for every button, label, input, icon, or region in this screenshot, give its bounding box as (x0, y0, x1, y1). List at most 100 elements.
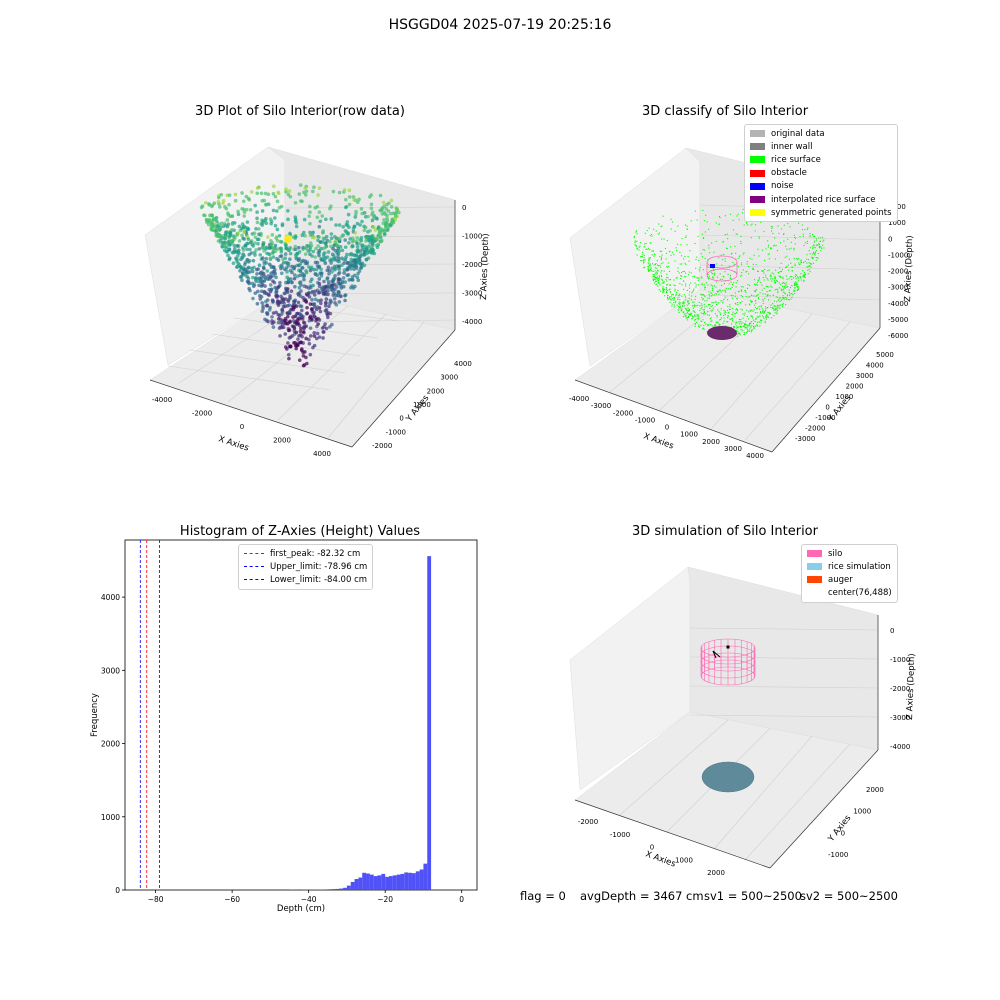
data-point (679, 306, 681, 308)
data-point (259, 289, 264, 294)
data-point (274, 290, 278, 295)
data-point (740, 242, 742, 245)
data-point (740, 262, 743, 264)
data-point (760, 310, 762, 313)
data-point (657, 281, 659, 283)
y-tick-label: 3000 (856, 372, 874, 380)
data-point (771, 272, 773, 274)
data-point (695, 295, 697, 297)
data-point (308, 334, 313, 338)
data-point (321, 236, 326, 241)
data-point (706, 221, 708, 223)
data-point (216, 195, 221, 200)
data-point (747, 318, 750, 320)
data-point (812, 253, 814, 255)
data-point (783, 296, 785, 299)
data-point (648, 270, 650, 272)
data-point (304, 336, 308, 341)
data-point (729, 306, 731, 308)
data-point (795, 278, 797, 280)
data-point (300, 334, 304, 339)
data-point (366, 214, 370, 219)
data-point (738, 323, 740, 325)
data-point (750, 300, 753, 302)
data-point (227, 202, 231, 207)
data-point (786, 255, 788, 257)
data-point (725, 287, 727, 289)
data-point (694, 314, 696, 316)
data-point (661, 279, 663, 281)
data-point (804, 242, 806, 244)
data-point (774, 281, 776, 283)
data-point (324, 234, 329, 239)
data-point (764, 293, 766, 295)
data-point (730, 213, 732, 215)
data-point (226, 213, 231, 217)
data-point (698, 277, 700, 279)
data-point (774, 312, 776, 314)
data-point (785, 266, 787, 268)
data-point (697, 277, 699, 279)
data-point (677, 294, 679, 296)
legend-swatch (750, 182, 765, 190)
legend-label: Lower_limit: -84.00 cm (270, 574, 368, 585)
data-point (796, 259, 798, 261)
data-point (783, 233, 785, 236)
data-point (674, 230, 676, 232)
data-point (761, 249, 764, 251)
data-point (302, 274, 307, 278)
histogram-bar (350, 881, 355, 890)
data-point (761, 289, 763, 291)
data-point (218, 205, 222, 209)
data-point (323, 245, 328, 250)
data-point (236, 209, 240, 214)
data-point (232, 243, 236, 248)
data-point (790, 298, 792, 300)
data-point (321, 285, 325, 289)
data-point (750, 224, 752, 226)
data-point (365, 251, 369, 256)
data-point (733, 326, 735, 328)
data-point (689, 309, 691, 311)
data-point (696, 318, 698, 320)
data-point (640, 256, 642, 258)
data-point (781, 306, 783, 308)
data-point (343, 280, 348, 284)
data-point (650, 267, 652, 269)
data-point (752, 263, 754, 265)
data-point (356, 278, 361, 282)
data-point (703, 308, 705, 310)
data-point (657, 270, 659, 272)
data-point (715, 286, 717, 288)
data-point (737, 321, 739, 323)
data-point (767, 270, 769, 272)
data-point (794, 237, 797, 239)
data-point (688, 297, 690, 300)
data-point (648, 265, 650, 267)
data-point (337, 300, 342, 304)
data-point (288, 344, 293, 349)
data-point (265, 311, 270, 315)
data-point (268, 245, 272, 250)
data-point (337, 264, 341, 269)
data-point (315, 305, 320, 309)
data-point (271, 247, 275, 251)
data-point (660, 259, 662, 261)
data-point (686, 300, 688, 302)
data-point (286, 352, 291, 357)
histogram-bar (411, 873, 416, 890)
data-point (224, 241, 229, 246)
data-point (302, 217, 307, 222)
data-point (694, 298, 696, 300)
data-point (295, 311, 300, 316)
data-point (315, 260, 320, 265)
data-point (762, 303, 764, 305)
y-tick-label: 1000 (413, 401, 431, 409)
data-point (696, 314, 698, 316)
data-point (305, 305, 309, 310)
histogram-bar (327, 889, 332, 890)
data-point (692, 275, 694, 277)
data-point (330, 322, 334, 327)
data-point (344, 255, 348, 259)
data-point (308, 352, 313, 357)
